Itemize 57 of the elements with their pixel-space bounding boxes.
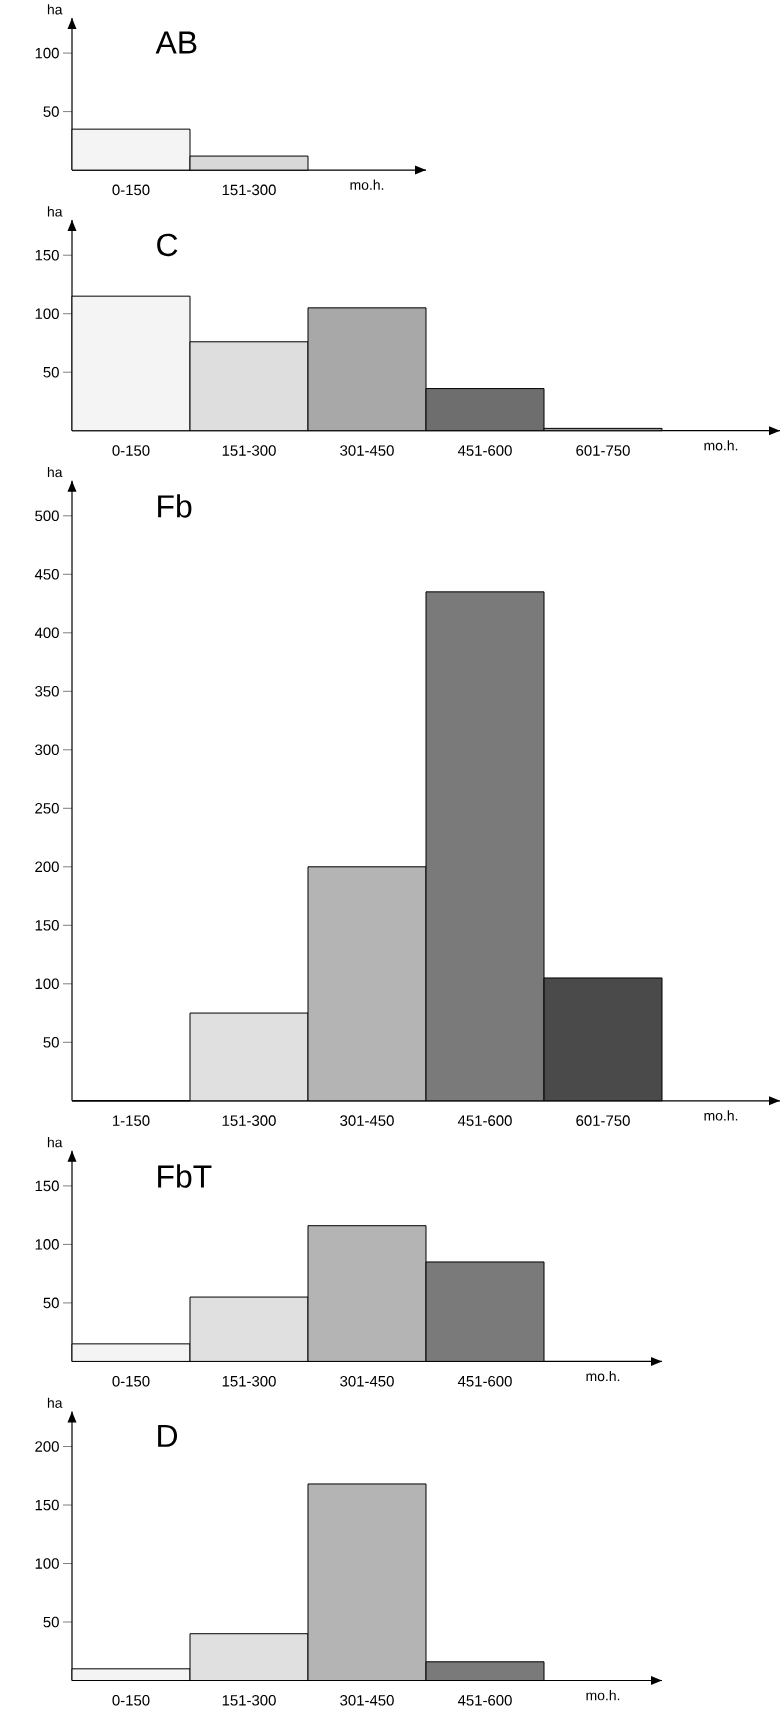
y-axis-title: ha [47,1397,63,1408]
y-tick-label: 250 [35,803,59,814]
y-tick-label: 450 [34,569,59,580]
x-axis-title: mo.h. [350,179,384,190]
chart-title: FbT [158,1164,212,1188]
x-tick-label: 151-300 [222,445,276,456]
y-tick-label: 150 [35,920,59,931]
y-axis-title: ha [47,466,63,478]
x-tick-label: 601-750 [576,445,630,456]
y-tick-label: 150 [35,1180,59,1192]
y-tick-label: 100 [35,1239,59,1250]
y-tick-label: 200 [35,861,59,873]
x-tick-label: 451-600 [457,1115,512,1126]
y-tick-label: 50 [43,1616,59,1628]
x-axis-title: mo.h. [704,440,738,451]
x-tick-label: 0-150 [112,1695,150,1706]
y-tick-label: 350 [35,686,59,697]
chart-title: AB [155,31,197,54]
y-tick-label: 50 [43,366,59,378]
x-tick-label: 601-750 [576,1115,630,1126]
x-tick-label: 301-450 [340,1695,394,1706]
y-tick-label: 100 [35,308,59,319]
x-tick-label: 0-150 [112,184,150,196]
chart-title: Fb [158,494,192,518]
x-tick-label: 151-300 [222,1375,276,1387]
y-tick-label: 100 [35,47,59,59]
x-tick-label: 451-600 [457,445,512,456]
x-tick-label: 0-150 [112,445,150,456]
y-axis-title: ha [47,206,63,217]
x-tick-label: 151-300 [222,184,276,196]
x-tick-label: 301-450 [340,445,394,456]
y-tick-label: 150 [35,249,59,261]
y-axis-title: ha [47,1137,63,1148]
y-tick-label: 500 [35,510,59,522]
x-tick-label: 0-150 [112,1375,150,1387]
x-tick-label: 1-150 [113,1115,150,1126]
x-tick-label: 451-600 [457,1695,512,1706]
x-tick-label: 151-300 [222,1695,276,1706]
x-tick-label: 151-300 [222,1115,276,1126]
x-axis-title: mo.h. [704,1110,738,1121]
y-tick-label: 200 [35,1441,59,1452]
x-tick-label: 301-450 [340,1375,394,1387]
y-tick-label: 100 [35,1558,59,1569]
y-tick-label: 100 [35,978,59,990]
y-tick-label: 50 [43,106,59,117]
y-tick-label: 50 [43,1297,59,1309]
y-tick-label: 50 [43,1037,59,1048]
x-tick-label: 301-450 [340,1115,394,1126]
chart-title: C [157,233,178,257]
chart-title: D [158,1424,178,1447]
x-axis-title: mo.h. [586,1690,620,1701]
y-tick-label: 300 [35,744,59,756]
x-tick-label: 451-600 [457,1375,512,1387]
y-axis-title: ha [47,4,63,15]
y-tick-label: 150 [35,1499,59,1511]
y-tick-label: 400 [34,627,59,639]
x-axis-title: mo.h. [586,1370,620,1382]
